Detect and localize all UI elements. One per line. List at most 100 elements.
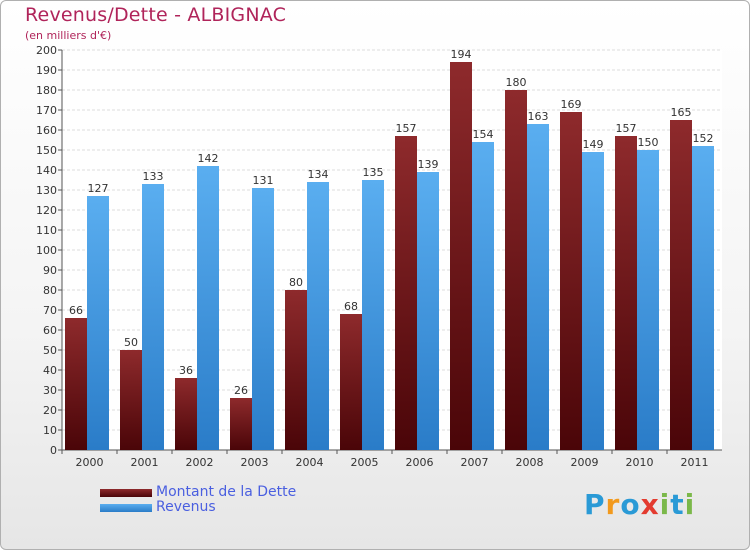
data-label-dette: 157 xyxy=(396,122,417,135)
data-label-dette: 36 xyxy=(179,364,193,377)
bar-revenus xyxy=(252,188,274,450)
data-label-dette: 50 xyxy=(124,336,138,349)
legend-swatch-dette xyxy=(100,489,152,497)
x-tick-label: 2000 xyxy=(76,456,104,469)
y-tick-label: 190 xyxy=(36,64,57,77)
logo-letter: i xyxy=(659,488,671,521)
y-tick-label: 80 xyxy=(43,284,57,297)
y-tick-label: 100 xyxy=(36,244,57,257)
bar-dette xyxy=(615,136,637,450)
x-tick-label: 2008 xyxy=(516,456,544,469)
gridlines xyxy=(62,49,722,451)
data-label-dette: 194 xyxy=(451,48,472,61)
data-label-revenus: 127 xyxy=(88,182,109,195)
logo-letter: t xyxy=(670,488,685,521)
data-label-revenus: 131 xyxy=(253,174,274,187)
data-label-revenus: 149 xyxy=(583,138,604,151)
bar-revenus xyxy=(197,166,219,450)
legend-swatch-revenus xyxy=(100,504,152,512)
data-label-revenus: 152 xyxy=(693,132,714,145)
bar-dette xyxy=(340,314,362,450)
bar-dette xyxy=(450,62,472,450)
x-tick-label: 2003 xyxy=(241,456,269,469)
data-label-dette: 157 xyxy=(616,122,637,135)
data-label-dette: 68 xyxy=(344,300,358,313)
data-labels: 66 127 50 133 36 142 26 131 80 134 68 135 157 139 194 1… xyxy=(69,48,714,397)
data-label-dette: 80 xyxy=(289,276,303,289)
x-tick-label: 2004 xyxy=(296,456,324,469)
bars xyxy=(65,62,714,450)
y-tick-label: 20 xyxy=(43,404,57,417)
bar-revenus xyxy=(527,124,549,450)
bar-dette xyxy=(395,136,417,450)
bar-revenus xyxy=(417,172,439,450)
bar-dette xyxy=(560,112,582,450)
logo-letter: i xyxy=(684,488,696,521)
chart-title: Revenus/Dette - ALBIGNAC xyxy=(25,4,287,26)
x-tick-label: 2007 xyxy=(461,456,489,469)
bar-revenus xyxy=(472,142,494,450)
y-tick-label: 0 xyxy=(50,444,57,457)
y-tick-label: 40 xyxy=(43,364,57,377)
data-label-dette: 26 xyxy=(234,384,248,397)
x-tick-label: 2005 xyxy=(351,456,379,469)
y-tick-label: 130 xyxy=(36,184,57,197)
bar-dette xyxy=(505,90,527,450)
bar-revenus xyxy=(362,180,384,450)
y-tick-label: 180 xyxy=(36,84,57,97)
data-label-dette: 169 xyxy=(561,98,582,111)
logo-letter: P xyxy=(584,488,606,521)
bar-dette xyxy=(65,318,87,450)
y-tick-label: 70 xyxy=(43,304,57,317)
y-tick-label: 120 xyxy=(36,204,57,217)
y-tick-label: 60 xyxy=(43,324,57,337)
bar-dette xyxy=(175,378,197,450)
bar-dette xyxy=(670,120,692,450)
bar-revenus xyxy=(307,182,329,450)
y-tick-label: 200 xyxy=(36,44,57,57)
y-tick-label: 150 xyxy=(36,144,57,157)
axes: 0 10 20 30 40 50 60 70 80 90 100 110 120 130 140 150 160… xyxy=(36,44,722,469)
y-tick-label: 30 xyxy=(43,384,57,397)
x-tick-label: 2010 xyxy=(626,456,654,469)
bar-revenus xyxy=(582,152,604,450)
y-tick-label: 110 xyxy=(36,224,57,237)
y-tick-label: 160 xyxy=(36,124,57,137)
data-label-dette: 66 xyxy=(69,304,83,317)
data-label-revenus: 163 xyxy=(528,110,549,123)
data-label-dette: 180 xyxy=(506,76,527,89)
y-tick-label: 90 xyxy=(43,264,57,277)
legend-label-revenus: Revenus xyxy=(156,499,216,515)
logo-letter: o xyxy=(620,488,641,521)
y-tick-label: 50 xyxy=(43,344,57,357)
bar-revenus xyxy=(142,184,164,450)
data-label-revenus: 133 xyxy=(143,170,164,183)
x-tick-label: 2001 xyxy=(131,456,159,469)
chart-subtitle: (en milliers d'€) xyxy=(25,29,112,42)
x-tick-label: 2011 xyxy=(681,456,709,469)
x-tick-label: 2006 xyxy=(406,456,434,469)
bar-revenus xyxy=(637,150,659,450)
y-tick-label: 10 xyxy=(43,424,57,437)
bar-dette xyxy=(120,350,142,450)
x-tick-label: 2009 xyxy=(571,456,599,469)
data-label-revenus: 139 xyxy=(418,158,439,171)
data-label-dette: 165 xyxy=(671,106,692,119)
legend-label-dette: Montant de la Dette xyxy=(156,484,297,500)
bar-revenus xyxy=(87,196,109,450)
bar-dette xyxy=(230,398,252,450)
data-label-revenus: 154 xyxy=(473,128,494,141)
data-label-revenus: 135 xyxy=(363,166,384,179)
proxiti-logo: Proxiti xyxy=(584,488,695,521)
data-label-revenus: 150 xyxy=(638,136,659,149)
y-tick-label: 170 xyxy=(36,104,57,117)
data-label-revenus: 142 xyxy=(198,152,219,165)
bar-revenus xyxy=(692,146,714,450)
y-tick-label: 140 xyxy=(36,164,57,177)
bar-dette xyxy=(285,290,307,450)
data-label-revenus: 134 xyxy=(308,168,329,181)
logo-letter: x xyxy=(640,488,660,521)
logo-letter: r xyxy=(605,488,621,521)
x-tick-label: 2002 xyxy=(186,456,214,469)
